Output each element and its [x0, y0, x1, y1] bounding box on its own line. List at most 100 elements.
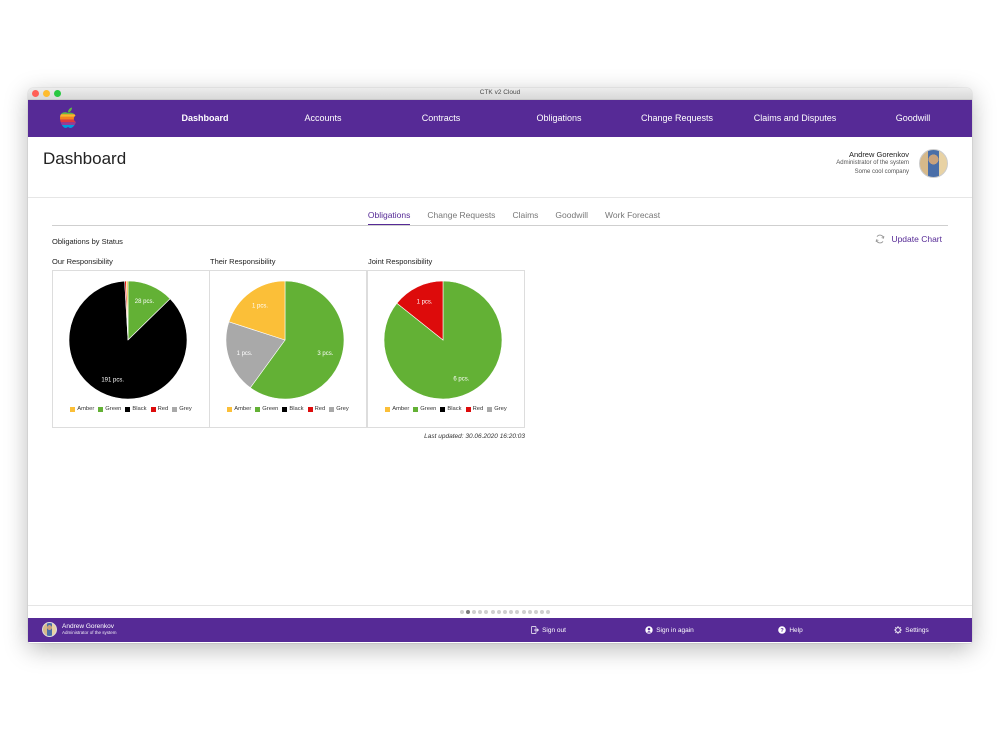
app-window: CTK v2 Cloud Dashboard Accounts Contract… — [28, 88, 972, 643]
legend-swatch — [70, 406, 76, 412]
legend-item-black[interactable]: Black — [440, 406, 462, 412]
legend-swatch — [98, 406, 104, 412]
sign-out-icon — [531, 626, 540, 634]
window-title: CTK v2 Cloud — [479, 89, 521, 96]
sign-out-label: Sign out — [542, 626, 566, 634]
nav-goodwill[interactable]: Goodwill — [895, 113, 931, 123]
tab-claims[interactable]: Claims — [512, 210, 539, 220]
legend-label: Red — [157, 406, 169, 412]
page-dot[interactable] — [515, 610, 520, 614]
legend-label: Grey — [179, 406, 192, 412]
pie-chart: 3 pcs. 1 pcs. 1 pcs. — [225, 280, 345, 400]
tab-change-requests[interactable]: Change Requests — [427, 210, 496, 220]
zoom-window-button[interactable] — [54, 90, 61, 97]
pie-slice-black[interactable] — [68, 280, 188, 400]
nav-accounts[interactable]: Accounts — [304, 113, 342, 123]
legend-item-grey[interactable]: Grey — [329, 406, 349, 412]
page-dot[interactable] — [527, 610, 532, 614]
legend-item-red[interactable]: Red — [307, 406, 325, 412]
legend-label: Grey — [494, 406, 507, 412]
legend-label: Black — [132, 406, 147, 412]
page-dot[interactable] — [503, 610, 507, 614]
legend-item-red[interactable]: Red — [150, 406, 169, 412]
help-button[interactable]: ? Help — [730, 618, 851, 642]
footer-avatar[interactable] — [42, 622, 57, 637]
minimize-window-button[interactable] — [43, 90, 50, 97]
title-bar: CTK v2 Cloud — [28, 88, 972, 100]
nav-claims-and-disputes[interactable]: Claims and Disputes — [753, 113, 837, 123]
slice-value-label: 6 pcs. — [453, 376, 469, 382]
pie-chart: 28 pcs. 191 pcs. — [68, 280, 188, 400]
legend-swatch — [227, 406, 233, 412]
legend-item-green[interactable]: Green — [98, 406, 121, 412]
legend-item-amber[interactable]: Amber — [227, 406, 251, 412]
nav-contracts[interactable]: Contracts — [421, 113, 461, 123]
slice-value-label: 1 pcs. — [252, 304, 268, 310]
chart-joint-responsibility[interactable]: 6 pcs. 1 pcs. Amber Green Black Red Grey — [367, 270, 525, 428]
pie-slice-amber[interactable] — [228, 280, 286, 341]
legend-item-grey[interactable]: Grey — [487, 406, 507, 412]
page-dot[interactable] — [459, 610, 464, 614]
help-label: Help — [789, 626, 803, 634]
page-dot[interactable] — [465, 610, 470, 614]
rainbow-apple-logo-icon[interactable] — [58, 106, 78, 130]
legend-swatch — [282, 406, 288, 412]
tab-work-forecast[interactable]: Work Forecast — [605, 210, 661, 220]
legend-label: Black — [289, 406, 304, 412]
pie-slice-green[interactable] — [249, 280, 345, 400]
user-info: Andrew Gorenkov Administrator of the sys… — [836, 150, 909, 177]
legend-label: Amber — [77, 406, 95, 412]
legend-item-black[interactable]: Black — [282, 406, 304, 412]
legend-swatch — [465, 406, 471, 412]
legend-item-grey[interactable]: Grey — [172, 406, 192, 412]
slice-value-label: 3 pcs. — [317, 351, 333, 357]
close-window-button[interactable] — [32, 90, 39, 97]
chart-their-responsibility[interactable]: 3 pcs. 1 pcs. 1 pcs. Amber Green Black Red Gre… — [209, 270, 367, 428]
slice-value-label: 1 pcs. — [237, 351, 253, 357]
nav-dashboard[interactable]: Dashboard — [181, 113, 229, 123]
user-role: Administrator of the system — [836, 160, 909, 166]
legend-item-green[interactable]: Green — [255, 406, 278, 412]
avatar[interactable] — [919, 149, 948, 178]
legend-item-amber[interactable]: Amber — [385, 406, 409, 412]
legend-swatch — [385, 406, 391, 412]
tab-obligations[interactable]: Obligations — [367, 205, 411, 225]
page-dot[interactable] — [472, 610, 477, 614]
page-dot[interactable] — [540, 610, 545, 614]
settings-button[interactable]: Settings — [851, 618, 972, 642]
chart-title-their-responsibility: Their Responsibility — [210, 257, 276, 266]
slice-value-label: 191 pcs. — [101, 378, 124, 384]
chart-our-responsibility[interactable]: 28 pcs. 191 pcs. Amber Green Black Red Grey — [52, 270, 210, 428]
page-header: Dashboard Andrew Gorenkov Administrator … — [28, 137, 972, 198]
page-dot[interactable] — [509, 610, 514, 614]
legend-label: Red — [472, 406, 484, 412]
chart-legend: Amber Green Black Red Grey — [53, 406, 209, 412]
pie-slice-red[interactable] — [396, 280, 444, 341]
page-dot[interactable] — [546, 610, 551, 614]
legend-label: Green — [105, 406, 122, 412]
pie-slice-amber[interactable] — [126, 280, 129, 341]
page-title: Dashboard — [43, 149, 127, 168]
help-icon: ? — [778, 626, 787, 634]
legend-item-black[interactable]: Black — [125, 406, 147, 412]
legend-label: Green — [420, 406, 437, 412]
page-dot[interactable] — [484, 610, 489, 614]
legend-item-green[interactable]: Green — [413, 406, 436, 412]
tab-goodwill[interactable]: Goodwill — [555, 210, 589, 220]
update-chart-button[interactable]: Update Chart — [875, 234, 942, 244]
legend-swatch — [413, 406, 419, 412]
legend-item-red[interactable]: Red — [465, 406, 484, 412]
last-updated-text: Last updated: 30.06.2020 16:20:03 — [424, 433, 525, 440]
page-dot[interactable] — [533, 610, 538, 614]
page-dot[interactable] — [496, 610, 501, 614]
sign-out-button[interactable]: Sign out — [488, 618, 609, 642]
page-dot[interactable] — [490, 610, 495, 614]
legend-item-amber[interactable]: Amber — [70, 406, 94, 412]
pie-slice-grey[interactable] — [225, 321, 286, 389]
page-dot[interactable] — [521, 610, 526, 614]
settings-label: Settings — [905, 626, 929, 634]
page-dot[interactable] — [478, 610, 483, 614]
nav-obligations[interactable]: Obligations — [536, 113, 582, 123]
nav-change-requests[interactable]: Change Requests — [640, 113, 714, 123]
sign-in-again-button[interactable]: Sign in again — [609, 618, 730, 642]
